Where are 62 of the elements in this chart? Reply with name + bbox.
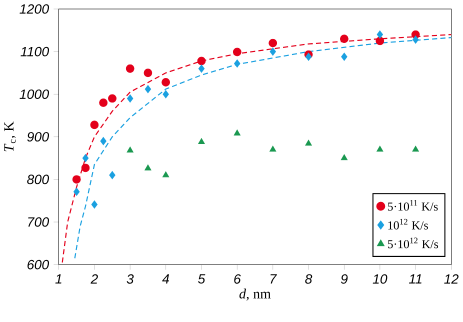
point	[82, 154, 89, 162]
point	[126, 64, 134, 73]
point	[91, 200, 98, 209]
point	[162, 90, 169, 98]
point	[126, 94, 134, 103]
legend-label: 5·10$^{11}$ K/s	[388, 200, 438, 211]
point	[341, 52, 348, 61]
y-tick-label: 900	[27, 132, 50, 142]
y-tick-label: 700	[28, 217, 50, 227]
point	[268, 38, 278, 48]
x-tick-label: 12	[444, 274, 459, 284]
y-tick-label: 600	[28, 260, 50, 270]
y-tick-label: 800	[27, 174, 50, 184]
x-tick-label: 9	[340, 274, 348, 284]
point	[412, 146, 419, 152]
point	[99, 98, 108, 107]
x-tick-label: 7	[270, 274, 277, 284]
point	[376, 36, 384, 46]
point	[144, 68, 152, 78]
point	[340, 34, 348, 43]
point	[72, 175, 81, 184]
point	[197, 56, 206, 66]
x-tick-label: 2	[90, 274, 98, 284]
point	[126, 146, 134, 152]
legend-label: 5·10$^{12}$ K/s	[388, 238, 438, 248]
point	[305, 140, 312, 146]
x-tick-label: 8	[305, 274, 312, 284]
point	[198, 64, 205, 73]
x-tick-label: 11	[408, 274, 422, 284]
point	[108, 94, 116, 103]
point	[144, 164, 152, 170]
point	[162, 171, 170, 178]
x-axis-title: d, nm	[239, 288, 271, 301]
point	[198, 138, 205, 144]
point	[270, 146, 276, 152]
point	[376, 146, 384, 152]
point	[232, 48, 242, 56]
point	[270, 47, 276, 56]
point	[234, 130, 241, 136]
y-tick-label: 1100	[20, 46, 50, 56]
point	[305, 52, 312, 61]
point	[100, 136, 106, 146]
point	[162, 78, 170, 86]
x-tick-label: 1	[55, 274, 62, 284]
legend-label: 10$^{12}$ K/s	[388, 218, 428, 230]
x-tick-label: 10	[372, 274, 388, 284]
point	[340, 154, 348, 160]
point	[412, 36, 419, 44]
point	[144, 84, 152, 94]
point	[109, 171, 116, 180]
y-axis-title: T$_{c}$, K	[4, 122, 16, 152]
x-tick-label: 5	[198, 274, 206, 284]
y-tick-label: 1200	[20, 4, 50, 14]
x-tick-label: 6	[234, 274, 241, 284]
x-tick-label: 3	[126, 274, 134, 284]
point	[90, 120, 99, 130]
x-tick-label: 4	[162, 274, 170, 284]
point	[81, 164, 90, 172]
point	[376, 30, 384, 39]
point	[73, 188, 80, 196]
y-tick-label: 1000	[20, 89, 50, 99]
point	[234, 59, 240, 68]
